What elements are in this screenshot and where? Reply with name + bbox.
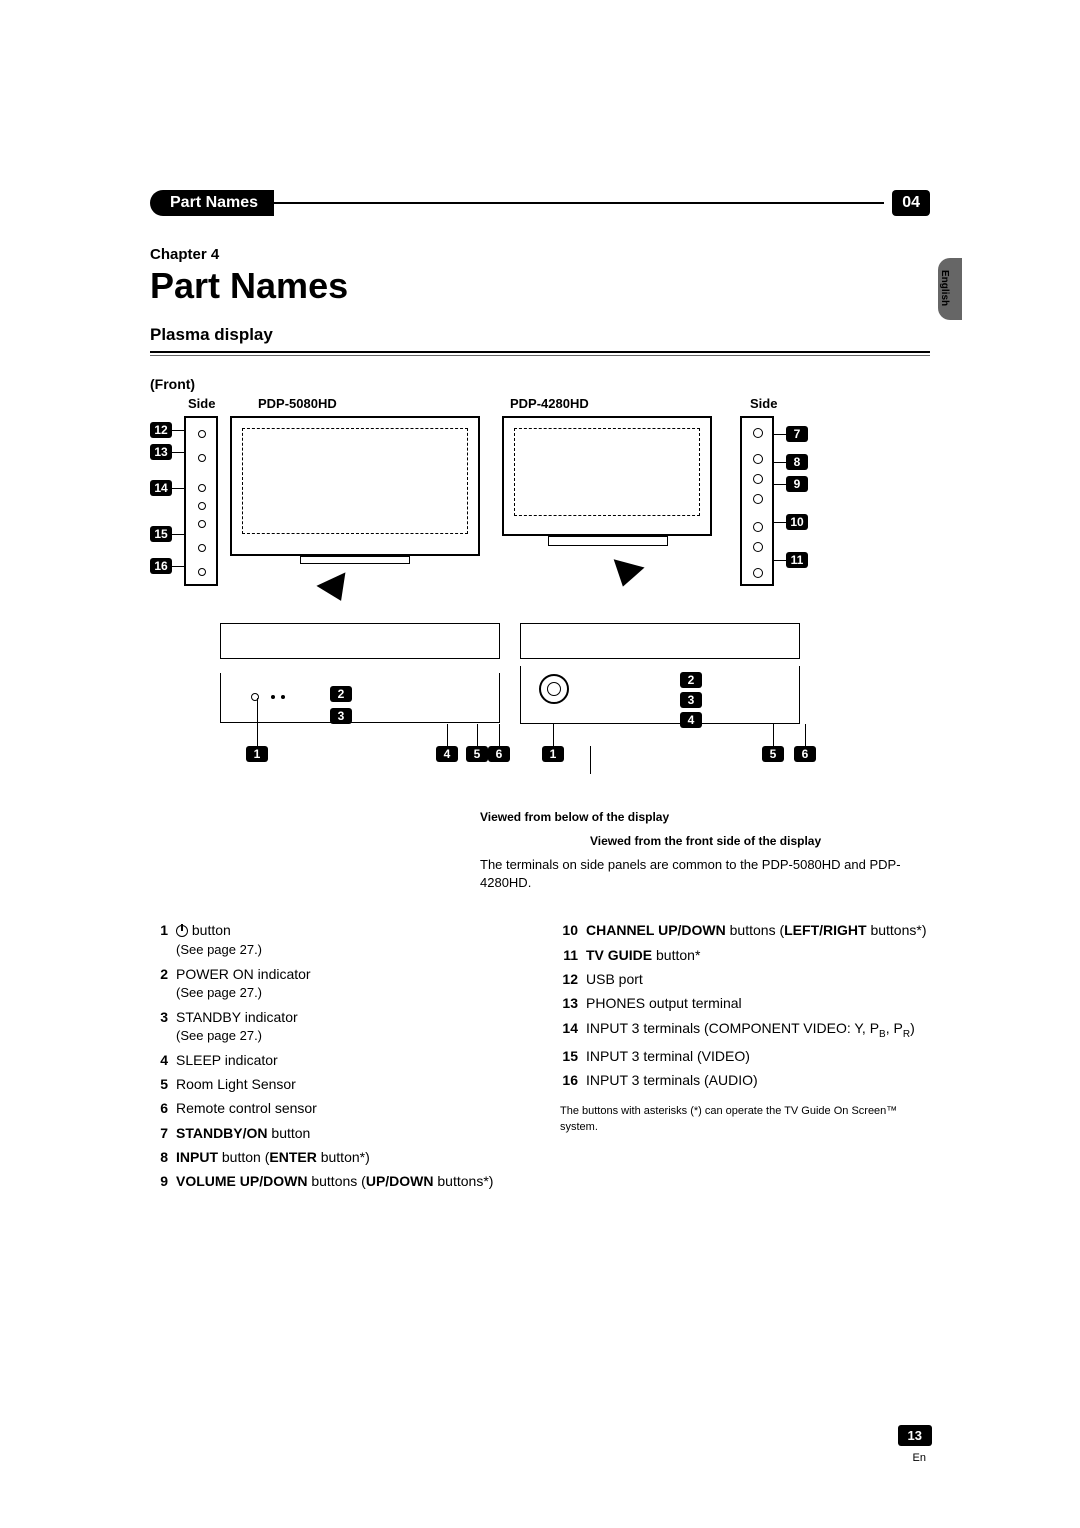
callout-13: 13	[150, 444, 172, 460]
legend-item: 3STANDBY indicator(See page 27.)	[150, 1007, 520, 1046]
legend-left-column: 1 button(See page 27.) 2POWER ON indicato…	[150, 920, 520, 1195]
legend-right-column: 10CHANNEL UP/DOWN buttons (LEFT/RIGHT bu…	[560, 920, 930, 1195]
caption-1: Viewed from below of the display	[480, 808, 930, 826]
legend-item: 5Room Light Sensor	[150, 1074, 520, 1094]
legend-item: 4SLEEP indicator	[150, 1050, 520, 1070]
callout-1: 1	[246, 746, 268, 762]
legend-item: 1 button(See page 27.)	[150, 920, 520, 959]
callout-3b: 3	[680, 692, 702, 708]
label-model-left: PDP-5080HD	[258, 396, 337, 411]
callout-5: 5	[466, 746, 488, 762]
callout-10: 10	[786, 514, 808, 530]
legend-item: 9VOLUME UP/DOWN buttons (UP/DOWN buttons…	[150, 1171, 520, 1191]
callout-8: 8	[786, 454, 808, 470]
tv-left-stand	[300, 556, 410, 564]
page-number-badge: 13	[898, 1425, 932, 1446]
callout-6: 6	[488, 746, 510, 762]
bottom-bar-left	[220, 623, 500, 659]
callout-2b: 2	[680, 672, 702, 688]
callout-12: 12	[150, 422, 172, 438]
tv-right	[502, 416, 712, 536]
callout-6b: 6	[794, 746, 816, 762]
callout-16: 16	[150, 558, 172, 574]
tv-right-stand	[548, 536, 668, 546]
section-header: Part Names 04	[150, 190, 930, 216]
arrow-icon	[316, 572, 355, 607]
callout-7: 7	[786, 426, 808, 442]
chapter-label: Chapter 4	[150, 246, 930, 263]
legend-item: 13PHONES output terminal	[560, 993, 930, 1013]
section-subtitle: Plasma display	[150, 325, 930, 345]
callout-2: 2	[330, 686, 352, 702]
caption-2: Viewed from the front side of the displa…	[590, 832, 930, 850]
rule-thin	[150, 355, 930, 356]
chapter-number-badge: 04	[892, 190, 930, 216]
callout-3: 3	[330, 708, 352, 724]
legend-item: 11TV GUIDE button*	[560, 945, 930, 965]
callout-5b: 5	[762, 746, 784, 762]
language-label: English	[939, 270, 950, 306]
legend-item: 2POWER ON indicator(See page 27.)	[150, 964, 520, 1003]
legend-item: 7STANDBY/ON button	[150, 1123, 520, 1143]
callout-1b: 1	[542, 746, 564, 762]
label-model-right: PDP-4280HD	[510, 396, 589, 411]
callout-9: 9	[786, 476, 808, 492]
callout-4b: 4	[680, 712, 702, 728]
page-lang: En	[913, 1452, 926, 1464]
tv-left	[230, 416, 480, 556]
callout-14: 14	[150, 480, 172, 496]
diagram-area: Side PDP-5080HD PDP-4280HD Side	[150, 398, 930, 798]
section-title-pill: Part Names	[150, 190, 274, 216]
bottom-detail-left	[220, 673, 500, 723]
bottom-detail-right	[520, 666, 800, 724]
callout-15: 15	[150, 526, 172, 542]
side-panel-left	[184, 416, 218, 586]
legend-item: 8INPUT button (ENTER button*)	[150, 1147, 520, 1167]
front-label: (Front)	[150, 376, 930, 392]
arrow-icon	[607, 559, 644, 590]
legend-item: 15INPUT 3 terminal (VIDEO)	[560, 1046, 930, 1066]
legend-item: 14INPUT 3 terminals (COMPONENT VIDEO: Y,…	[560, 1018, 930, 1042]
diagram-note: The terminals on side panels are common …	[480, 856, 930, 892]
caption-pointer	[590, 746, 591, 774]
callout-11: 11	[786, 552, 808, 568]
page-title: Part Names	[150, 265, 930, 307]
legend-item: 10CHANNEL UP/DOWN buttons (LEFT/RIGHT bu…	[560, 920, 930, 940]
legend-footnote: The buttons with asterisks (*) can opera…	[560, 1104, 930, 1135]
power-icon	[176, 925, 188, 937]
legend-item: 16INPUT 3 terminals (AUDIO)	[560, 1070, 930, 1090]
legend-columns: 1 button(See page 27.) 2POWER ON indicato…	[150, 920, 930, 1195]
header-rule	[274, 202, 884, 204]
legend-item: 12USB port	[560, 969, 930, 989]
side-panel-right	[740, 416, 774, 586]
legend-item: 6Remote control sensor	[150, 1098, 520, 1118]
bottom-bar-right	[520, 623, 800, 659]
rule-thick	[150, 351, 930, 353]
callout-4: 4	[436, 746, 458, 762]
label-side-left: Side	[188, 396, 215, 411]
label-side-right: Side	[750, 396, 777, 411]
